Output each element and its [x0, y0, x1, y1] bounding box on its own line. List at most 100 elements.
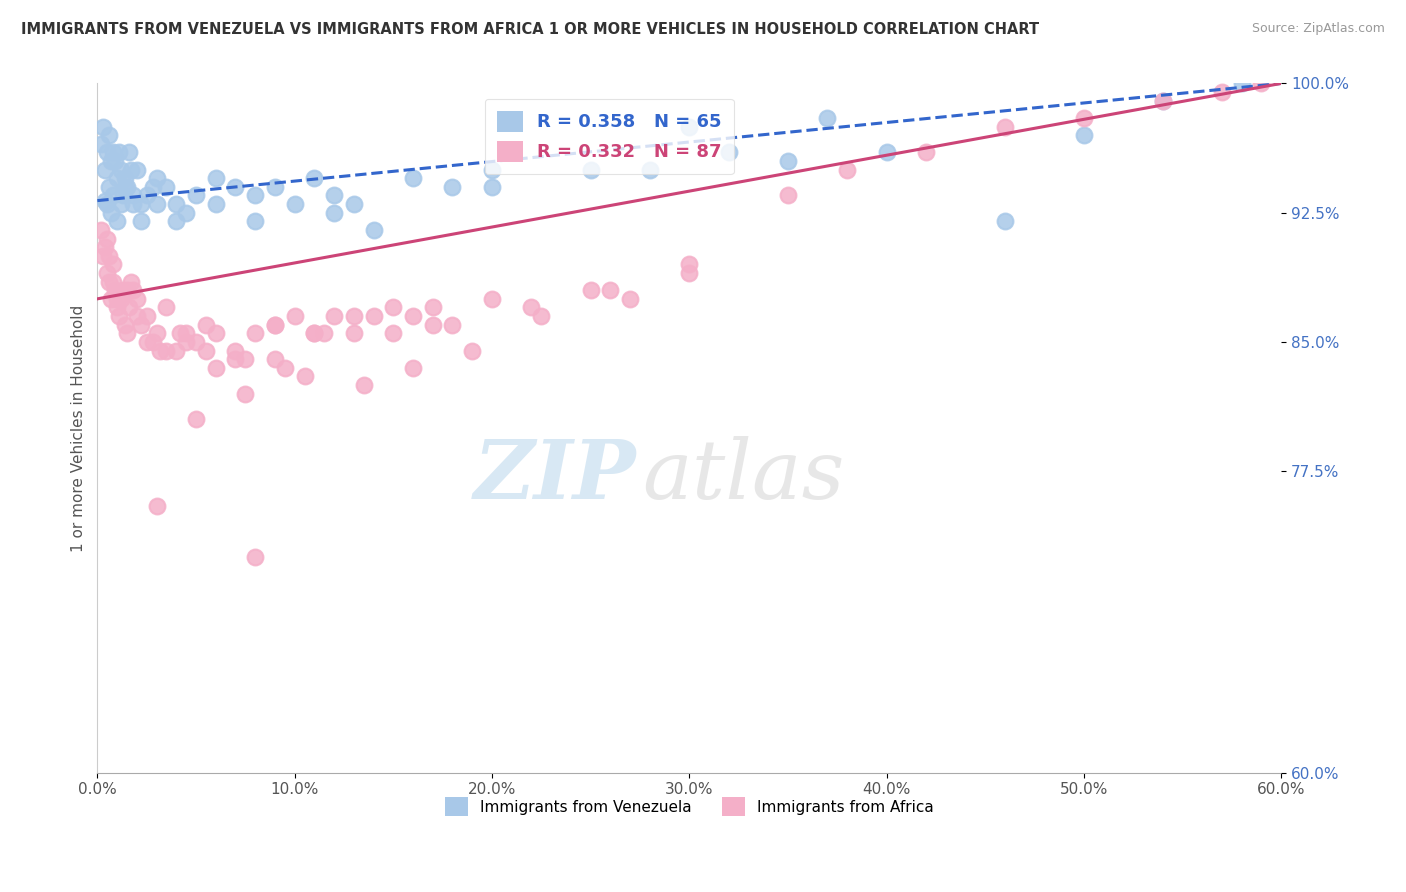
Point — [145, 499, 167, 513]
Point — [115, 326, 138, 341]
Point — [243, 188, 266, 202]
Point — [96, 197, 118, 211]
Point — [638, 162, 661, 177]
Point — [224, 179, 246, 194]
Point — [835, 162, 858, 177]
Point — [363, 223, 385, 237]
Point — [101, 145, 124, 160]
Point — [114, 171, 136, 186]
Point — [94, 162, 117, 177]
Point — [1152, 94, 1174, 108]
Point — [184, 412, 207, 426]
Point — [422, 301, 444, 315]
Point — [619, 292, 641, 306]
Point — [274, 360, 297, 375]
Point — [105, 301, 128, 315]
Point — [145, 197, 167, 211]
Point — [915, 145, 938, 160]
Point — [174, 326, 197, 341]
Text: IMMIGRANTS FROM VENEZUELA VS IMMIGRANTS FROM AFRICA 1 OR MORE VEHICLES IN HOUSEH: IMMIGRANTS FROM VENEZUELA VS IMMIGRANTS … — [21, 22, 1039, 37]
Point — [194, 343, 217, 358]
Point — [776, 153, 799, 168]
Point — [118, 301, 141, 315]
Point — [118, 145, 141, 160]
Point — [142, 179, 165, 194]
Point — [353, 378, 375, 392]
Point — [135, 334, 157, 349]
Point — [129, 318, 152, 332]
Point — [264, 352, 287, 367]
Point — [100, 292, 122, 306]
Point — [204, 360, 226, 375]
Point — [135, 309, 157, 323]
Point — [520, 301, 543, 315]
Point — [129, 197, 152, 211]
Point — [323, 309, 346, 323]
Point — [461, 343, 484, 358]
Point — [91, 249, 114, 263]
Point — [994, 214, 1017, 228]
Legend: Immigrants from Venezuela, Immigrants from Africa: Immigrants from Venezuela, Immigrants fr… — [437, 789, 942, 823]
Point — [90, 223, 112, 237]
Point — [155, 179, 177, 194]
Point — [1152, 94, 1174, 108]
Point — [105, 214, 128, 228]
Point — [304, 326, 326, 341]
Point — [402, 360, 425, 375]
Point — [110, 162, 132, 177]
Point — [111, 188, 134, 202]
Point — [678, 266, 700, 280]
Point — [579, 283, 602, 297]
Point — [323, 205, 346, 219]
Point — [1211, 85, 1233, 99]
Point — [678, 120, 700, 134]
Point — [114, 318, 136, 332]
Point — [441, 318, 464, 332]
Point — [96, 266, 118, 280]
Point — [314, 326, 336, 341]
Point — [422, 318, 444, 332]
Point — [111, 283, 134, 297]
Point — [1230, 77, 1253, 91]
Point — [243, 214, 266, 228]
Point — [174, 334, 197, 349]
Point — [165, 343, 187, 358]
Point — [304, 171, 326, 186]
Point — [121, 283, 143, 297]
Point — [264, 179, 287, 194]
Point — [110, 292, 132, 306]
Point — [284, 309, 307, 323]
Point — [481, 292, 503, 306]
Y-axis label: 1 or more Vehicles in Household: 1 or more Vehicles in Household — [72, 304, 86, 552]
Point — [108, 145, 131, 160]
Point — [530, 309, 553, 323]
Point — [323, 188, 346, 202]
Point — [165, 214, 187, 228]
Point — [145, 171, 167, 186]
Point — [1073, 111, 1095, 125]
Point — [717, 145, 740, 160]
Point — [115, 179, 138, 194]
Point — [125, 292, 148, 306]
Point — [264, 318, 287, 332]
Point — [169, 326, 191, 341]
Point — [194, 318, 217, 332]
Point — [184, 334, 207, 349]
Point — [104, 153, 127, 168]
Text: atlas: atlas — [643, 436, 844, 516]
Point — [110, 197, 132, 211]
Point — [142, 334, 165, 349]
Point — [120, 275, 142, 289]
Point — [1073, 128, 1095, 142]
Point — [402, 309, 425, 323]
Point — [776, 188, 799, 202]
Point — [678, 257, 700, 271]
Point — [96, 145, 118, 160]
Point — [98, 275, 121, 289]
Point — [402, 171, 425, 186]
Point — [304, 326, 326, 341]
Point — [1250, 77, 1272, 91]
Point — [96, 231, 118, 245]
Point — [481, 179, 503, 194]
Point — [125, 162, 148, 177]
